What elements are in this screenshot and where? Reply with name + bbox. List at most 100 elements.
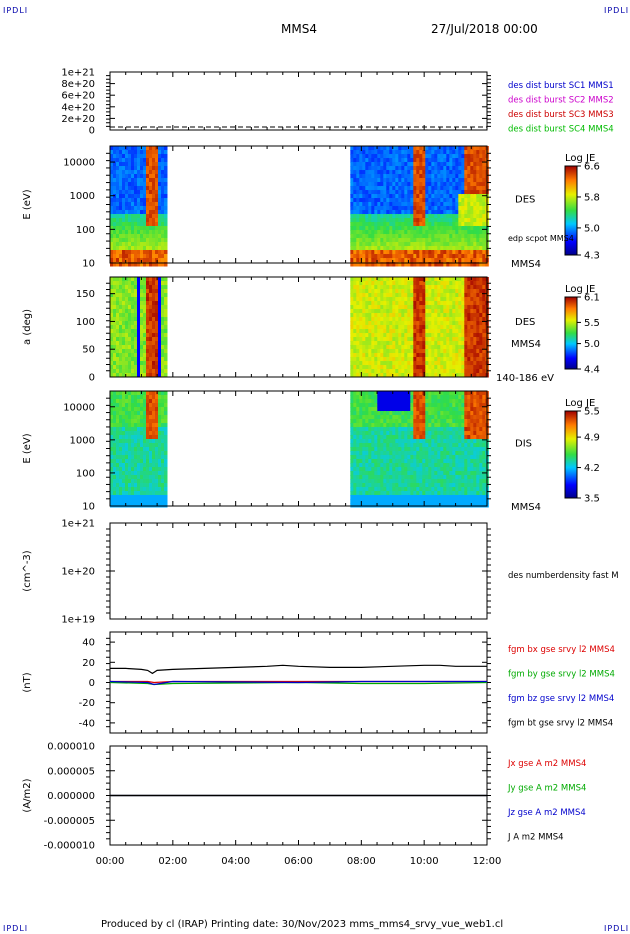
- heatmap-cell: [353, 321, 357, 326]
- heatmap-cell: [476, 238, 480, 243]
- heatmap-cell: [479, 146, 483, 151]
- heatmap-cell: [128, 234, 132, 239]
- heatmap-cell: [431, 210, 435, 215]
- heatmap-cell: [398, 218, 402, 223]
- heatmap-cell: [386, 415, 390, 420]
- heatmap-cell: [125, 431, 129, 436]
- heatmap-cell: [374, 431, 378, 436]
- heatmap-cell: [374, 495, 378, 500]
- heatmap-cell: [470, 222, 474, 227]
- heatmap-cell: [155, 162, 159, 167]
- heatmap-cell: [470, 293, 474, 298]
- heatmap-cell: [425, 222, 429, 227]
- heatmap-cell: [392, 459, 396, 464]
- heatmap-cell: [431, 313, 435, 318]
- heatmap-cell: [110, 150, 114, 155]
- heatmap-cell: [113, 463, 117, 468]
- heatmap-cell: [470, 297, 474, 302]
- heatmap-cell: [158, 333, 162, 338]
- heatmap-cell: [155, 415, 159, 420]
- heatmap-cell: [350, 467, 354, 472]
- heatmap-cell: [359, 162, 363, 167]
- heatmap-cell: [353, 178, 357, 183]
- heatmap-cell: [422, 250, 426, 255]
- heatmap-cell: [131, 447, 135, 452]
- heatmap-cell: [158, 198, 162, 203]
- heatmap-cell: [134, 369, 138, 374]
- heatmap-cell: [356, 210, 360, 215]
- heatmap-cell: [413, 369, 417, 374]
- heatmap-cell: [422, 297, 426, 302]
- heatmap-cell: [392, 218, 396, 223]
- heatmap-cell: [419, 313, 423, 318]
- heatmap-cell: [437, 313, 441, 318]
- heatmap-cell: [353, 202, 357, 207]
- heatmap-cell: [161, 170, 165, 175]
- heatmap-cell: [410, 150, 414, 155]
- heatmap-cell: [374, 391, 378, 396]
- heatmap-cell: [389, 218, 393, 223]
- heatmap-cell: [113, 365, 117, 370]
- heatmap-cell: [452, 337, 456, 342]
- heatmap-cell: [164, 365, 168, 370]
- heatmap-cell: [158, 491, 162, 496]
- heatmap-cell: [362, 399, 366, 404]
- heatmap-cell: [146, 503, 150, 508]
- heatmap-cell: [350, 423, 354, 428]
- heatmap-cell: [359, 262, 363, 267]
- heatmap-cell: [140, 345, 144, 350]
- heatmap-cell: [422, 178, 426, 183]
- heatmap-cell: [146, 321, 150, 326]
- heatmap-cell: [140, 415, 144, 420]
- heatmap-cell: [161, 373, 165, 378]
- heatmap-cell: [353, 254, 357, 259]
- heatmap-cell: [416, 305, 420, 310]
- heatmap-cell: [353, 146, 357, 151]
- heatmap-cell: [164, 499, 168, 504]
- heatmap-cell: [386, 178, 390, 183]
- heatmap-cell: [125, 471, 129, 476]
- heatmap-cell: [161, 250, 165, 255]
- heatmap-cell: [140, 495, 144, 500]
- heatmap-cell: [131, 361, 135, 366]
- heatmap-cell: [482, 214, 486, 219]
- heatmap-cell: [155, 475, 159, 480]
- heatmap-cell: [395, 415, 399, 420]
- heatmap-cell: [149, 463, 153, 468]
- heatmap-cell: [419, 170, 423, 175]
- heatmap-cell: [380, 415, 384, 420]
- heatmap-cell: [473, 373, 477, 378]
- heatmap-cell: [443, 222, 447, 227]
- heatmap-cell: [431, 329, 435, 334]
- heatmap-cell: [374, 435, 378, 440]
- heatmap-cell: [446, 210, 450, 215]
- heatmap-cell: [161, 166, 165, 171]
- heatmap-cell: [401, 234, 405, 239]
- heatmap-cell: [158, 419, 162, 424]
- heatmap-cell: [122, 391, 126, 396]
- heatmap-cell: [359, 491, 363, 496]
- heatmap-cell: [446, 182, 450, 187]
- heatmap-cell: [155, 170, 159, 175]
- heatmap-cell: [428, 254, 432, 259]
- heatmap-cell: [140, 451, 144, 456]
- heatmap-cell: [419, 226, 423, 231]
- heatmap-cell: [377, 369, 381, 374]
- heatmap-cell: [122, 214, 126, 219]
- heatmap-cell: [161, 214, 165, 219]
- heatmap-cell: [416, 281, 420, 286]
- heatmap-cell: [401, 246, 405, 251]
- heatmap-cell: [374, 463, 378, 468]
- heatmap-cell: [161, 411, 165, 416]
- heatmap-cell: [458, 182, 462, 187]
- heatmap-cell: [137, 369, 141, 374]
- heatmap-cell: [461, 325, 465, 330]
- heatmap-cell: [386, 313, 390, 318]
- heatmap-cell: [368, 357, 372, 362]
- heatmap-cell: [476, 206, 480, 211]
- heatmap-cell: [416, 170, 420, 175]
- heatmap-cell: [128, 158, 132, 163]
- heatmap-cell: [425, 250, 429, 255]
- heatmap-cell: [356, 146, 360, 151]
- heatmap-cell: [146, 214, 150, 219]
